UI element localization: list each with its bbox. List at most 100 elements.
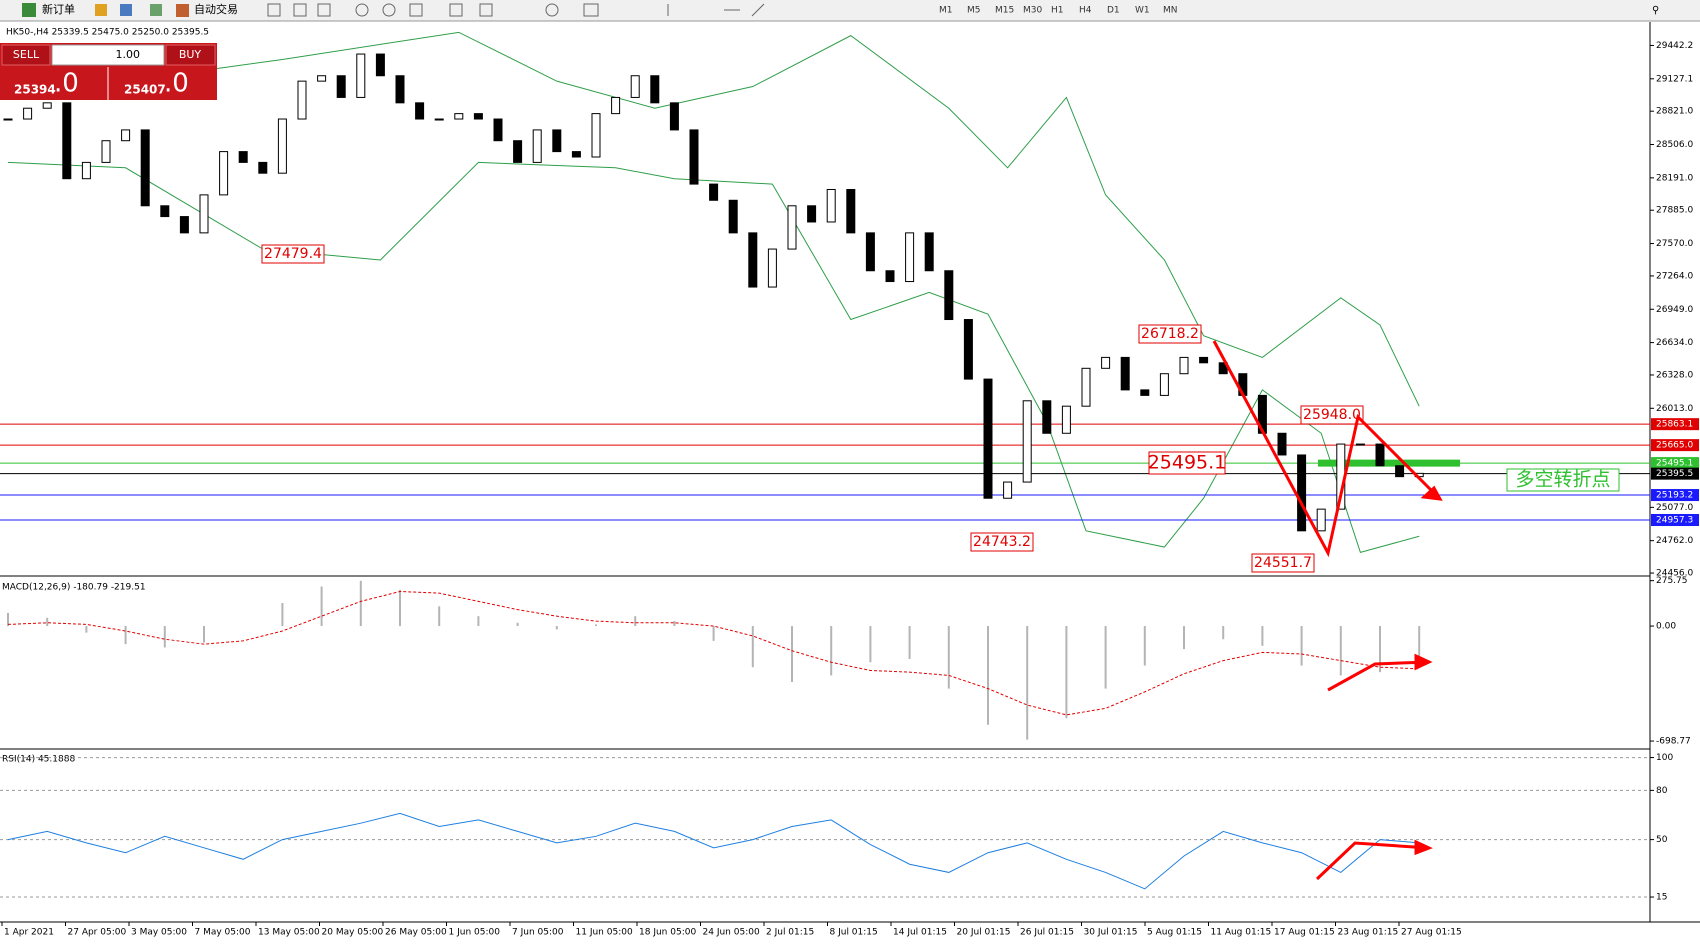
tool-icon[interactable] [479, 3, 493, 17]
candle [1297, 454, 1307, 532]
candle [630, 75, 640, 98]
x-tick-label: 26 Jul 01:15 [1020, 928, 1074, 938]
trend-arrow [1212, 340, 1442, 558]
candle [591, 113, 601, 158]
timeframe-button[interactable]: D1 [1107, 6, 1120, 16]
timeframes: M1 M5 M15 M30 H1 H4 D1 W1 MN [939, 6, 1178, 16]
annotation: 26718.2 [1141, 326, 1199, 342]
buy-button[interactable] [165, 44, 216, 66]
candle [846, 188, 856, 234]
buy-label[interactable]: BUY [179, 48, 202, 61]
candle [3, 118, 13, 121]
candle [238, 151, 248, 163]
y-tick-label: 28821.0 [1656, 107, 1693, 117]
timeframe-button[interactable]: MN [1163, 6, 1178, 16]
candle [905, 232, 915, 283]
zoom-out[interactable] [382, 3, 396, 17]
bollinger-band [7, 161, 1420, 554]
tool-icon[interactable] [409, 3, 423, 17]
timeframe-button[interactable]: M1 [939, 6, 953, 16]
tool-icon[interactable] [293, 3, 307, 17]
candle [650, 75, 660, 104]
plots: 29442.2 29127.1 28821.0 28506.0 28191.0 27885… [0, 31, 1699, 938]
arrow-head [1414, 653, 1433, 671]
candle [434, 118, 444, 121]
candle [1042, 400, 1052, 434]
timeframe-button[interactable]: H1 [1051, 6, 1064, 16]
annotation: 27479.4 [264, 246, 322, 262]
toolbar-icons [267, 3, 765, 17]
candle [709, 183, 719, 201]
timeframe-button[interactable]: H4 [1079, 6, 1092, 16]
volume-input[interactable] [51, 44, 165, 66]
new-order-button[interactable]: 新订单 [42, 2, 75, 16]
template-icon[interactable] [583, 3, 599, 17]
auto-trading-icon[interactable] [176, 4, 189, 17]
annotation-box [261, 244, 325, 264]
level-label-bg [1651, 514, 1699, 527]
candle [1081, 367, 1091, 407]
y-tick-label: 27264.0 [1656, 271, 1693, 281]
x-tick-label: 23 Aug 01:15 [1338, 928, 1399, 938]
x-tick-label: 1 Jun 05:00 [449, 928, 501, 938]
x-tick-label: 2 Jul 01:15 [766, 928, 814, 938]
y-tick-label: 26328.0 [1656, 370, 1693, 380]
level-label: 25863.1 [1656, 420, 1693, 430]
annotation-box [1506, 468, 1620, 492]
timeframe-button[interactable]: M30 [1023, 6, 1042, 16]
candle [1179, 356, 1189, 375]
x-tick-label: 18 Jun 05:00 [639, 928, 696, 938]
search-icon[interactable]: ⚲ [1652, 5, 1659, 16]
period-icon[interactable] [545, 3, 559, 17]
auto-trading-button[interactable]: 自动交易 [194, 2, 238, 16]
arrow-head [1420, 485, 1443, 501]
annotation: 25948.0 [1303, 407, 1361, 423]
candle [1277, 432, 1287, 456]
candle [121, 129, 131, 142]
sell-label[interactable]: SELL [13, 48, 40, 61]
y-tick-label: -698.77 [1656, 737, 1691, 747]
macd-header: MACD(12,26,9) -180.79 -219.51 [2, 583, 146, 593]
candle [1120, 356, 1130, 391]
tool-icon[interactable] [120, 4, 132, 16]
tool-icon[interactable] [267, 3, 281, 17]
candle [336, 75, 346, 98]
x-tick-label: 11 Jun 05:00 [576, 928, 633, 938]
candle [493, 118, 503, 142]
candle [179, 216, 189, 234]
trend-tool[interactable] [751, 3, 765, 17]
level-label-bg [1651, 467, 1699, 480]
x-tick-label: 27 Apr 05:00 [68, 928, 127, 938]
x-tick-label: 20 Jul 01:15 [957, 928, 1011, 938]
candle [277, 118, 287, 174]
tool-icon[interactable] [150, 4, 162, 16]
zoom-in[interactable] [355, 3, 369, 17]
y-tick-label: 26013.0 [1656, 404, 1693, 414]
x-tick-label: 26 May 05:00 [385, 928, 447, 938]
macd-arrow [1327, 660, 1430, 692]
timeframe-button[interactable]: M15 [995, 6, 1014, 16]
timeframe-button[interactable]: W1 [1135, 6, 1150, 16]
tool-icon[interactable] [449, 3, 463, 17]
ask-price: 25407 [124, 83, 166, 97]
tool-icon[interactable] [317, 3, 331, 17]
annotation-box [1251, 553, 1315, 573]
candle [1101, 356, 1111, 369]
annotation-box [1138, 324, 1202, 344]
annotation: 24743.2 [973, 534, 1031, 550]
y-tick-label: 26949.0 [1656, 305, 1693, 315]
bollinger-band [7, 31, 1420, 407]
candle [473, 113, 483, 120]
y-tick-label: 24762.0 [1656, 536, 1693, 546]
sell-button[interactable] [1, 44, 51, 66]
candle [42, 102, 52, 109]
new-order-icon[interactable] [22, 3, 36, 17]
y-tick-label: 275.75 [1656, 576, 1688, 586]
candle [454, 113, 464, 120]
volume-value[interactable]: 1.00 [116, 48, 141, 61]
y-tick-label: 80 [1656, 786, 1668, 796]
y-tick-label: 100 [1656, 753, 1673, 763]
timeframe-button[interactable]: M5 [967, 6, 981, 16]
tool-icon[interactable] [95, 4, 107, 16]
